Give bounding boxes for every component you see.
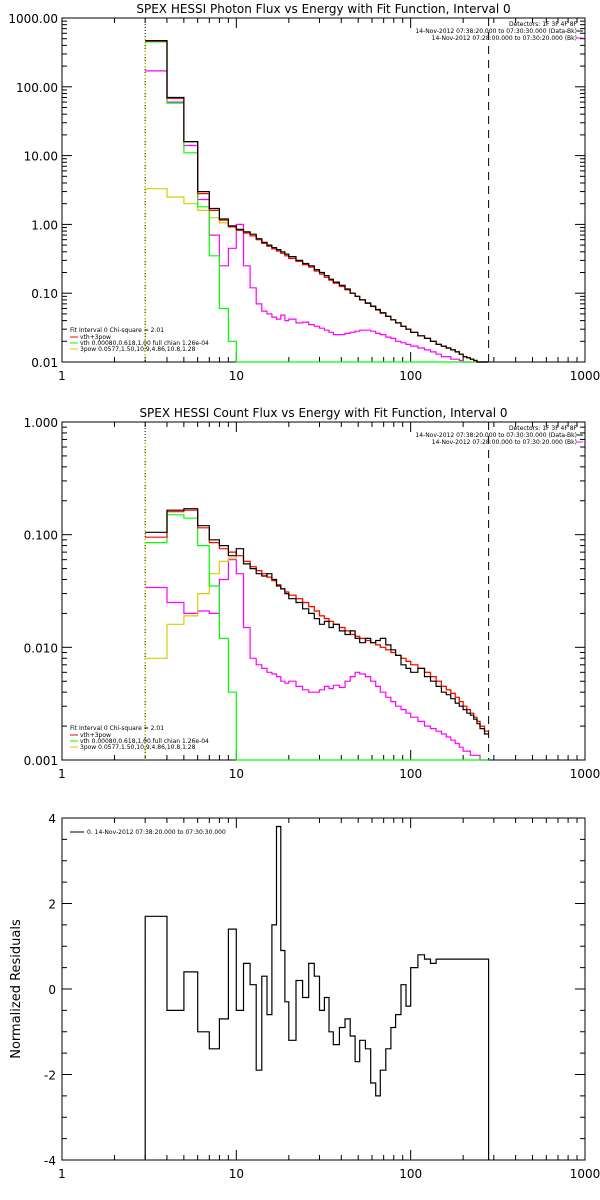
legend-entry: vth 0.00080,0.618,1.00 full chian 1.26e-…: [80, 340, 209, 347]
y-tick-label: 10.00: [24, 150, 58, 164]
y-tick-label: 1000.00: [8, 12, 58, 26]
series-background: [145, 559, 489, 761]
y-tick-label: 0.01: [31, 356, 58, 370]
x-tick-label: 10: [229, 1167, 244, 1181]
series-data: [144, 825, 490, 1160]
x-tick-label: 1: [58, 369, 66, 383]
legend-entry: vth+3pow: [80, 334, 111, 341]
header-line: Detectors: 1F 3F 4F 8F: [509, 21, 578, 28]
x-tick-label: 100: [399, 1167, 422, 1181]
chart-title: SPEX HESSI Count Flux vs Energy with Fit…: [139, 406, 507, 420]
y-tick-label: 100.00: [16, 81, 58, 95]
plot-frame: [61, 817, 586, 1161]
y-tick-label: -4: [44, 1154, 56, 1168]
legend-entry: vth 0.00080,0.618,1.00 full chian 1.26e-…: [80, 738, 209, 745]
y-tick-label: 0.001: [24, 754, 58, 768]
y-tick-label: -2: [44, 1069, 56, 1083]
header-line: 14-Nov-2012 07:28:00.000 to 07:30:20.000…: [432, 35, 577, 42]
x-tick-label: 1000: [570, 369, 600, 383]
plot-frame: [61, 421, 586, 761]
series-3pow: [145, 188, 489, 363]
plot-frame: [61, 17, 586, 363]
series-vth: [145, 514, 489, 761]
y-tick-label: 0.010: [24, 641, 58, 655]
chart-title: SPEX HESSI Photon Flux vs Energy with Fi…: [136, 2, 510, 16]
x-tick-label: 100: [399, 369, 422, 383]
x-tick-label: 10: [229, 767, 244, 781]
y-tick-label: 0.10: [31, 287, 58, 301]
x-tick-label: 100: [399, 767, 422, 781]
x-tick-label: 1000: [570, 1167, 600, 1181]
y-tick-label: 0.100: [24, 529, 58, 543]
header-line: Detectors: 1F 3F 4F 8F: [509, 425, 578, 432]
legend-title: Fit Interval 0 Chi-square = 2.01: [70, 725, 164, 732]
series-vth+3pow: [145, 40, 489, 363]
legend-entry: 0. 14-Nov-2012 07:38:20.000 to 07:30:30.…: [87, 829, 226, 836]
y-tick-label: 1.00: [31, 218, 58, 232]
y-tick-label: 1.000: [24, 416, 58, 430]
y-axis-label: Normalized Residuals: [9, 919, 24, 1059]
x-tick-label: 1: [58, 767, 66, 781]
panel-3: 1 10 100 1000 -4 -2 0 2 4 Normalized Residuals 0. …: [9, 812, 600, 1181]
header-line: 14-Nov-2012 07:38:20.000 to 07:30:30.000…: [415, 432, 577, 439]
header-line: 14-Nov-2012 07:28:00.000 to 07:30:20.000…: [432, 439, 577, 446]
x-tick-label: 10: [229, 369, 244, 383]
series-background: [145, 70, 489, 363]
series-data: [145, 508, 489, 735]
legend-entry: 3pow 0.0577,1.50,10.9,4.86,10.8,1.28: [80, 346, 196, 353]
series-vth: [145, 41, 489, 363]
header-line: 14-Nov-2012 07:38:20.000 to 07:30:30.000…: [415, 28, 577, 35]
series-3pow: [145, 555, 489, 732]
y-tick-label: 4: [48, 812, 56, 826]
panel-2: SPEX HESSI Count Flux vs Energy with Fit…: [24, 406, 600, 781]
legend-entry: 3pow 0.0577,1.50,10.9,4.86,10.8,1.28: [80, 744, 196, 751]
series-data: [145, 40, 489, 363]
series-vth+3pow: [145, 509, 489, 732]
y-tick-label: 2: [48, 898, 56, 912]
panel-1: SPEX HESSI Photon Flux vs Energy with Fi…: [8, 2, 600, 383]
y-tick-label: 0: [48, 983, 56, 997]
x-tick-label: 1: [58, 1167, 66, 1181]
x-tick-label: 1000: [570, 767, 600, 781]
legend-entry: vth+3pow: [80, 732, 111, 739]
legend-title: Fit Interval 0 Chi-square = 2.01: [70, 327, 164, 334]
